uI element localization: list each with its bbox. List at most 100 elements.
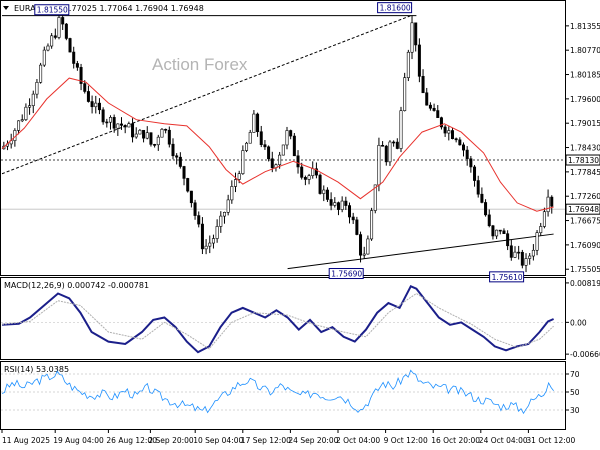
macd-tick-label: 0.008194: [570, 279, 600, 288]
price-tick-label: 1.76675: [570, 217, 600, 226]
trendline: [1, 15, 411, 175]
price-tick-label: 1.78430: [570, 144, 600, 153]
candle-body: [439, 117, 443, 128]
candle-body: [484, 202, 488, 216]
macd-tick-label: 0.00: [570, 318, 587, 327]
candle-body: [167, 129, 171, 145]
candle-body: [428, 104, 432, 109]
candle-body: [79, 67, 83, 84]
candle-body: [131, 123, 135, 138]
candle-body: [90, 101, 94, 108]
candle-body: [502, 230, 506, 235]
candle-body: [164, 128, 168, 131]
candle-body: [436, 110, 440, 118]
price-tick-label: 1.80770: [570, 46, 600, 55]
macd-panel-frame: [0, 277, 566, 360]
main-panel-frame: [0, 0, 566, 276]
candle-body: [384, 145, 388, 163]
candle-body: [248, 132, 252, 144]
pivot-label-box: [34, 4, 70, 16]
candle-body: [535, 232, 539, 251]
price-tick-label: 1.80185: [570, 71, 600, 80]
candle-body: [542, 211, 546, 227]
candle-body: [410, 22, 414, 53]
candle-body: [399, 110, 403, 149]
candle-body: [528, 255, 532, 259]
candle-body: [208, 242, 212, 247]
candle-body: [234, 179, 238, 187]
candle-body: [211, 238, 215, 244]
time-tick-label: 10 Sep 04:00: [193, 436, 243, 445]
candle-body: [285, 130, 289, 146]
candle-body: [178, 156, 182, 167]
candle-body: [311, 168, 315, 177]
candle-body: [509, 245, 513, 258]
candle-body: [134, 133, 138, 138]
rsi-title: RSI(14) 53.0385: [4, 365, 69, 374]
rsi-tick-label: 70: [570, 370, 580, 379]
candle-body: [263, 144, 267, 148]
candle-body: [307, 175, 311, 180]
candle-body: [245, 142, 249, 151]
candle-body: [197, 215, 201, 225]
candle-body: [322, 189, 326, 194]
candle-body: [230, 186, 234, 201]
candle-body: [31, 93, 35, 106]
time-tick-label: 24 Sep 20:00: [288, 436, 338, 445]
candle-body: [42, 49, 46, 66]
candle-body: [344, 200, 348, 206]
triangle-down-icon[interactable]: [3, 6, 9, 10]
candle-body: [50, 35, 54, 47]
macd-title: MACD(12,26,9) 0.000742 -0.000781: [4, 281, 149, 290]
level-price-box: [565, 154, 600, 166]
watermark: Action Forex: [152, 55, 248, 74]
candle-body: [469, 158, 473, 168]
candle-body: [417, 44, 421, 77]
candle-body: [362, 253, 366, 256]
candle-body: [57, 17, 61, 38]
candle-body: [120, 123, 124, 126]
candle-body: [454, 138, 458, 141]
candle-body: [189, 190, 193, 204]
time-tick-label: 16 Oct 20:00: [431, 436, 480, 445]
candle-body: [414, 22, 418, 46]
candle-body: [325, 189, 329, 200]
pivot-label: 1.75690: [331, 270, 362, 279]
macd-tick-label: -0.006604: [570, 350, 600, 359]
time-tick-label: 24 Oct 04:00: [479, 436, 528, 445]
candle-body: [267, 146, 271, 160]
candle-body: [539, 226, 543, 234]
candle-body: [443, 126, 447, 134]
pivot-label-box: [489, 271, 525, 283]
candle-body: [498, 229, 502, 232]
candle-body: [465, 149, 469, 160]
candle-body: [259, 131, 263, 145]
candle-body: [473, 166, 477, 181]
candle-body: [336, 202, 340, 210]
candle-body: [550, 196, 554, 207]
candle-body: [108, 117, 112, 123]
candle-body: [256, 113, 260, 133]
candle-body: [329, 199, 333, 206]
candle-body: [222, 212, 226, 217]
macd-line: [1, 285, 554, 354]
current-price-label: 1.76948: [568, 205, 599, 214]
candle-body: [506, 233, 510, 247]
rsi-tick-label: 50: [570, 388, 580, 397]
candle-body: [524, 258, 528, 266]
candle-body: [491, 225, 495, 237]
time-tick-label: 9 Oct 12:00: [384, 436, 428, 445]
candle-body: [377, 144, 381, 186]
candle-body: [156, 136, 160, 146]
candle-body: [86, 91, 90, 102]
candle-body: [200, 223, 204, 250]
candle-body: [226, 199, 230, 213]
candle-body: [204, 245, 208, 250]
rsi-tick-label: 30: [570, 406, 580, 415]
candle-body: [142, 129, 146, 139]
candle-body: [359, 234, 363, 256]
candle-body: [46, 45, 50, 51]
candle-body: [145, 132, 149, 139]
candle-body: [476, 180, 480, 195]
